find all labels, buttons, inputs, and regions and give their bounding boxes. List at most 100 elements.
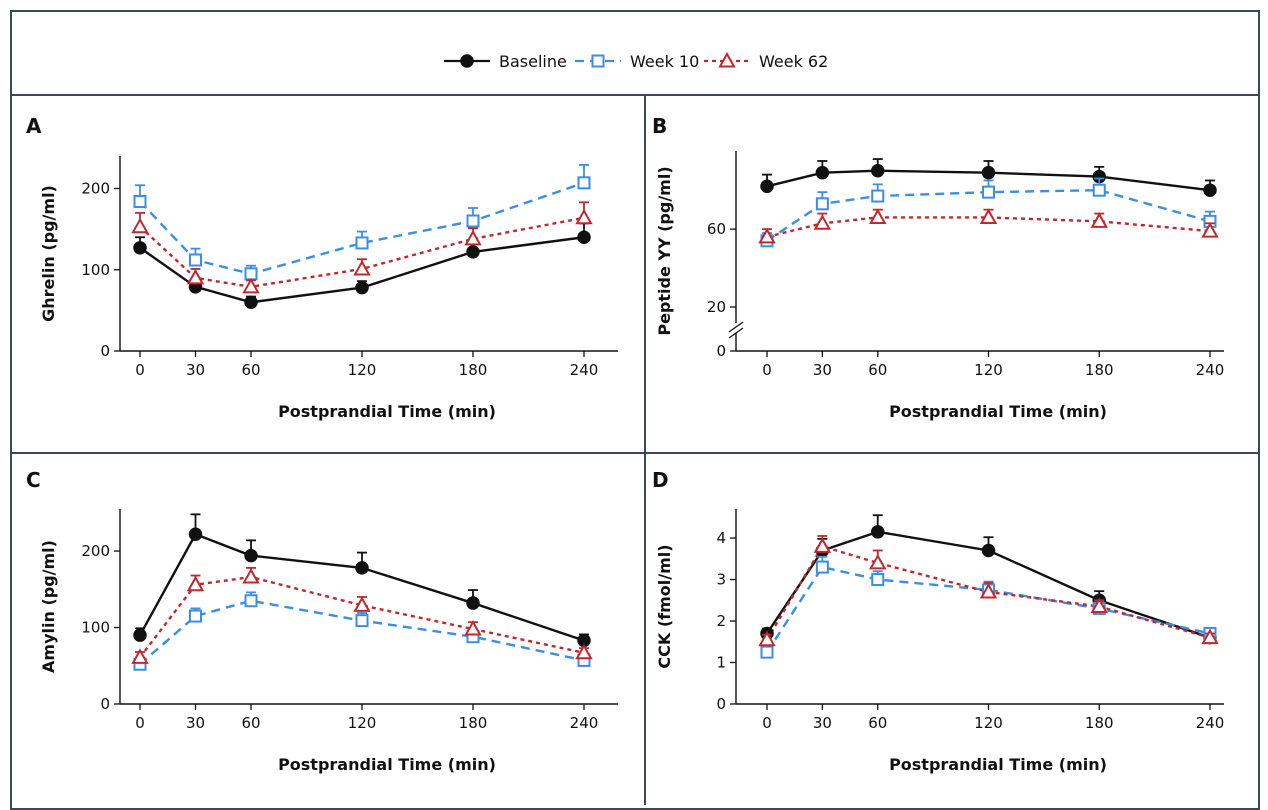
panel-b-y-tick-label: 0 [716,342,726,360]
panel-b-point-baseline [871,163,885,178]
panel-a-point-baseline [466,245,480,259]
column-divider [644,94,646,805]
panel-b-point-week-62 [813,214,832,230]
panel-c-point-week-62 [242,568,260,584]
panel-c-x-tick-label: 30 [186,714,205,732]
panel-d-x-tick-label: 180 [1085,714,1114,732]
panel-d: D 0 1 2 3 4 0 30 60 120 180 240 Postprandial Time (… [646,454,1258,804]
panel-b-axis-break-gap [728,323,744,333]
panel-d-point-baseline [981,543,996,558]
panel-c-x-tick-label: 120 [348,714,377,732]
panel-b-x-axis-label: Postprandial Time (min) [889,402,1107,421]
panel-b-point-baseline [981,165,996,180]
panel-b-point-baseline [815,165,830,180]
panel-a-point-baseline [577,230,591,244]
panel-d-point-week-10 [815,560,829,574]
panel-a-point-week-62 [186,268,205,285]
panel-d-line-baseline [766,530,1211,639]
chart-c: 0 100 200 0 30 60 120 180 240 Postprandial Time (… [39,509,618,774]
panel-c-point-baseline [133,628,147,642]
panel-d-y-axis-label: CCK (fmol/ml) [655,544,674,668]
panel-b-point-baseline [1203,183,1217,197]
panel-c-point-week-62 [353,596,371,612]
panel-d-point-week-62 [1090,597,1108,613]
panel-b-point-week-62 [1201,222,1219,238]
panel-c-x-axis-label: Postprandial Time (min) [278,755,496,774]
panel-a-point-week-62 [575,208,593,225]
panel-a-point-baseline [355,280,369,295]
panel-b-point-week-62 [979,208,998,224]
panel-b-point-week-62 [758,227,776,244]
panel-b-point-week-10 [871,189,885,203]
panel-d-y-tick-label: 1 [716,654,726,672]
panel-a-point-week-10 [189,253,202,267]
panel-c-point-baseline [466,596,480,610]
panel-b-line-week-10 [766,188,1211,242]
chart-a: 0 100 200 0 30 60 120 180 240 Postprandial Time (… [39,156,618,421]
panel-a: A 0 100 200 0 30 60 120 180 240 Postprandial Time… [12,96,642,450]
panel-a-point-week-62 [464,229,482,246]
panel-d-y-tick-label: 2 [716,612,726,630]
panel-c-y-tick-label: 0 [100,695,110,713]
panel-b: B 0 20 60 0 30 60 120 180 240 Postprandial Time (… [646,96,1258,450]
panel-b-x-tick-label: 30 [813,361,832,379]
panel-d-line-week-10 [765,565,1211,653]
panel-a-x-tick-label: 240 [570,361,599,379]
panel-d-y-tick-label: 0 [716,695,726,713]
panel-a-line-week-62 [139,216,585,289]
panel-a-point-week-10 [466,214,480,228]
panel-b-x-tick-label: 180 [1085,361,1114,379]
legend-marker-week-10 [591,54,605,68]
panel-a-point-week-10 [244,267,258,281]
panel-b-point-week-62 [1090,212,1108,228]
panel-b-x-tick-label: 240 [1196,361,1225,379]
row-divider [10,452,1260,454]
panel-c-point-week-62 [575,643,593,660]
panel-d-x-axis-label: Postprandial Time (min) [889,755,1107,774]
panel-a-y-tick-label: 0 [100,342,110,360]
panel-b-point-week-62 [869,208,887,224]
panel-d-line-week-62 [765,544,1211,641]
panel-b-axis-break-mark [728,327,744,339]
panel-c-line-week-10 [139,599,585,666]
panel-a-y-axis-label: Ghrelin (pg/ml) [39,185,58,322]
panel-b-point-baseline [760,179,774,194]
panel-a-x-tick-label: 30 [186,361,205,379]
panel-c-y-axis-label: Amylin (pg/ml) [39,540,58,673]
panel-b-x-tick-label: 120 [974,361,1003,379]
panel-c-point-week-10 [244,594,258,608]
legend-svg: Baseline Week 10 Week 62 [444,51,828,71]
panel-letter-d: D [652,468,669,492]
panel-c-point-week-62 [131,648,149,664]
chart-b: 0 20 60 0 30 60 120 180 240 Postprandial Time (mi… [655,151,1225,421]
panel-a-point-baseline [133,241,147,255]
panel-c-y-tick-label: 100 [81,619,110,637]
legend-label-week-62: Week 62 [759,52,828,71]
panel-d-point-week-62 [869,553,887,570]
panel-d-x-tick-label: 60 [868,714,887,732]
panel-a-point-week-62 [131,217,149,234]
panel-a-y-tick-label: 200 [81,180,110,198]
panel-b-y-tick-label: 20 [707,298,726,316]
panel-letter-c: C [26,468,41,492]
panel-d-x-tick-label: 120 [974,714,1003,732]
panel-c: C 0 100 200 0 30 60 120 180 240 Postprandial Time… [12,454,642,804]
panel-d-y-tick-label: 4 [716,529,726,547]
panel-d-point-week-62 [813,537,832,553]
panel-b-point-week-10 [1092,183,1106,197]
panel-c-line-week-62 [139,575,585,659]
panel-b-axis-break-mark [728,321,744,333]
panel-c-point-baseline [244,548,258,563]
panel-c-point-week-62 [186,575,205,592]
panel-a-point-week-62 [242,277,260,294]
panel-a-x-tick-label: 60 [241,361,260,379]
panel-c-point-week-10 [355,614,369,628]
panel-a-point-baseline [244,295,258,309]
panel-c-x-tick-label: 60 [241,714,260,732]
panel-a-x-tick-label: 180 [459,361,488,379]
panel-d-x-tick-label: 0 [762,714,772,732]
panel-b-point-week-10 [815,197,829,211]
panel-c-x-tick-label: 240 [570,714,599,732]
panel-b-y-tick-label: 60 [707,220,726,238]
panel-a-x-tick-label: 120 [348,361,377,379]
